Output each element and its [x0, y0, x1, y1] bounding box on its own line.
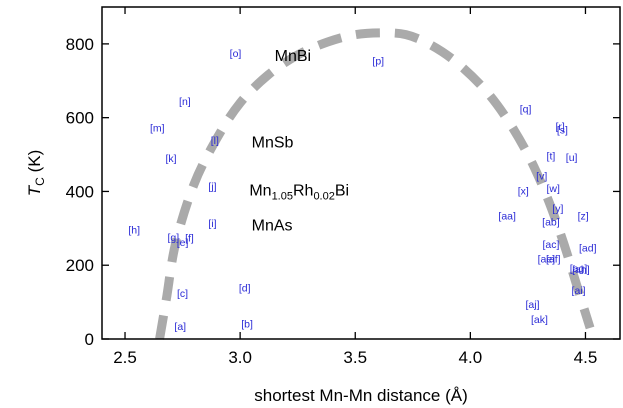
data-point-label: [ak]	[531, 314, 548, 326]
data-point-label: [i]	[208, 218, 216, 230]
data-point-label: [t]	[547, 151, 556, 163]
trend-curve-layer	[155, 28, 595, 340]
data-point-label: [aa]	[498, 210, 516, 222]
y-axis-title: TC (K)	[25, 150, 47, 196]
compound-annotation-mnrhbi: Mn1.05Rh0.02Bi	[249, 183, 349, 203]
data-point-label: [l]	[211, 135, 219, 147]
data-point-label: [c]	[177, 288, 188, 300]
data-point-label: [q]	[520, 103, 532, 115]
data-point-label: [b]	[241, 319, 253, 331]
data-point-label: [s]	[557, 124, 568, 136]
compound-annotation: MnAs	[252, 218, 293, 235]
element-symbol: Bi	[335, 183, 349, 200]
data-point-label: [ae]	[538, 254, 556, 266]
data-point-label: [r]	[555, 121, 564, 133]
subscript: 0.02	[313, 191, 334, 203]
data-point-label: [u]	[566, 152, 578, 164]
y-tick-label: 0	[85, 330, 94, 349]
y-tick-label: 600	[66, 109, 94, 128]
data-point-label: [aj]	[526, 299, 540, 311]
data-point-label: [g]	[168, 232, 180, 244]
data-point-label: [y]	[552, 203, 563, 215]
reference-points: [a] [b] [c] [d] [e][f] [g] [h] [i] [j] [k] [l] [m] […	[128, 48, 596, 333]
y-tick-label: 200	[66, 256, 94, 275]
data-point-label: [j]	[208, 181, 216, 193]
data-point-label: [ac]	[542, 239, 559, 251]
data-point-label: [o]	[230, 48, 242, 60]
data-point-label: [k]	[166, 153, 177, 165]
trend-curve	[155, 28, 595, 340]
compound-annotation: MnBi	[275, 48, 311, 65]
data-point-label: [ah]	[572, 264, 590, 276]
data-point-label: [f]	[185, 233, 194, 245]
element-symbol: Mn	[249, 183, 271, 200]
subscript: 1.05	[272, 191, 293, 203]
data-point-label: [ai]	[572, 285, 586, 297]
data-point-label: [x]	[518, 186, 529, 198]
data-point-label: [n]	[179, 96, 191, 108]
axis-ticks: 2.5 3.0 3.5 4.0 4.5 0 200 400 600 800	[66, 7, 620, 367]
data-point-label: [e]	[177, 237, 189, 249]
data-point-label: [w]	[547, 183, 561, 195]
x-tick-label: 4.5	[574, 348, 598, 367]
data-point-label: [ab]	[542, 217, 560, 229]
y-tick-label: 400	[66, 182, 94, 201]
data-point-label: [m]	[150, 123, 165, 135]
element-symbol: Rh	[293, 183, 313, 200]
x-tick-label: 2.5	[113, 348, 137, 367]
x-tick-label: 3.5	[343, 348, 367, 367]
y-axis-title-sub: C	[33, 177, 47, 186]
y-tick-label: 800	[66, 35, 94, 54]
y-axis-title-rest: (K)	[25, 150, 44, 177]
data-point-label: [h]	[128, 224, 140, 236]
data-point-label: [z]	[578, 210, 589, 222]
compound-annotation: MnSb	[252, 135, 294, 152]
data-point-label: [af]	[546, 254, 561, 266]
x-tick-label: 4.0	[459, 348, 483, 367]
data-point-label: [p]	[372, 55, 384, 67]
data-point-label: [d]	[239, 282, 251, 294]
data-point-label: [ag]	[570, 263, 588, 275]
plot-frame	[101, 6, 621, 340]
x-axis-title: shortest Mn-Mn distance (Å)	[254, 386, 468, 405]
data-point-label: [a]	[174, 321, 186, 333]
data-point-label: [ad]	[579, 243, 597, 255]
x-tick-label: 3.0	[228, 348, 252, 367]
y-axis-title-main: T	[25, 184, 44, 196]
data-point-label: [v]	[536, 171, 547, 183]
